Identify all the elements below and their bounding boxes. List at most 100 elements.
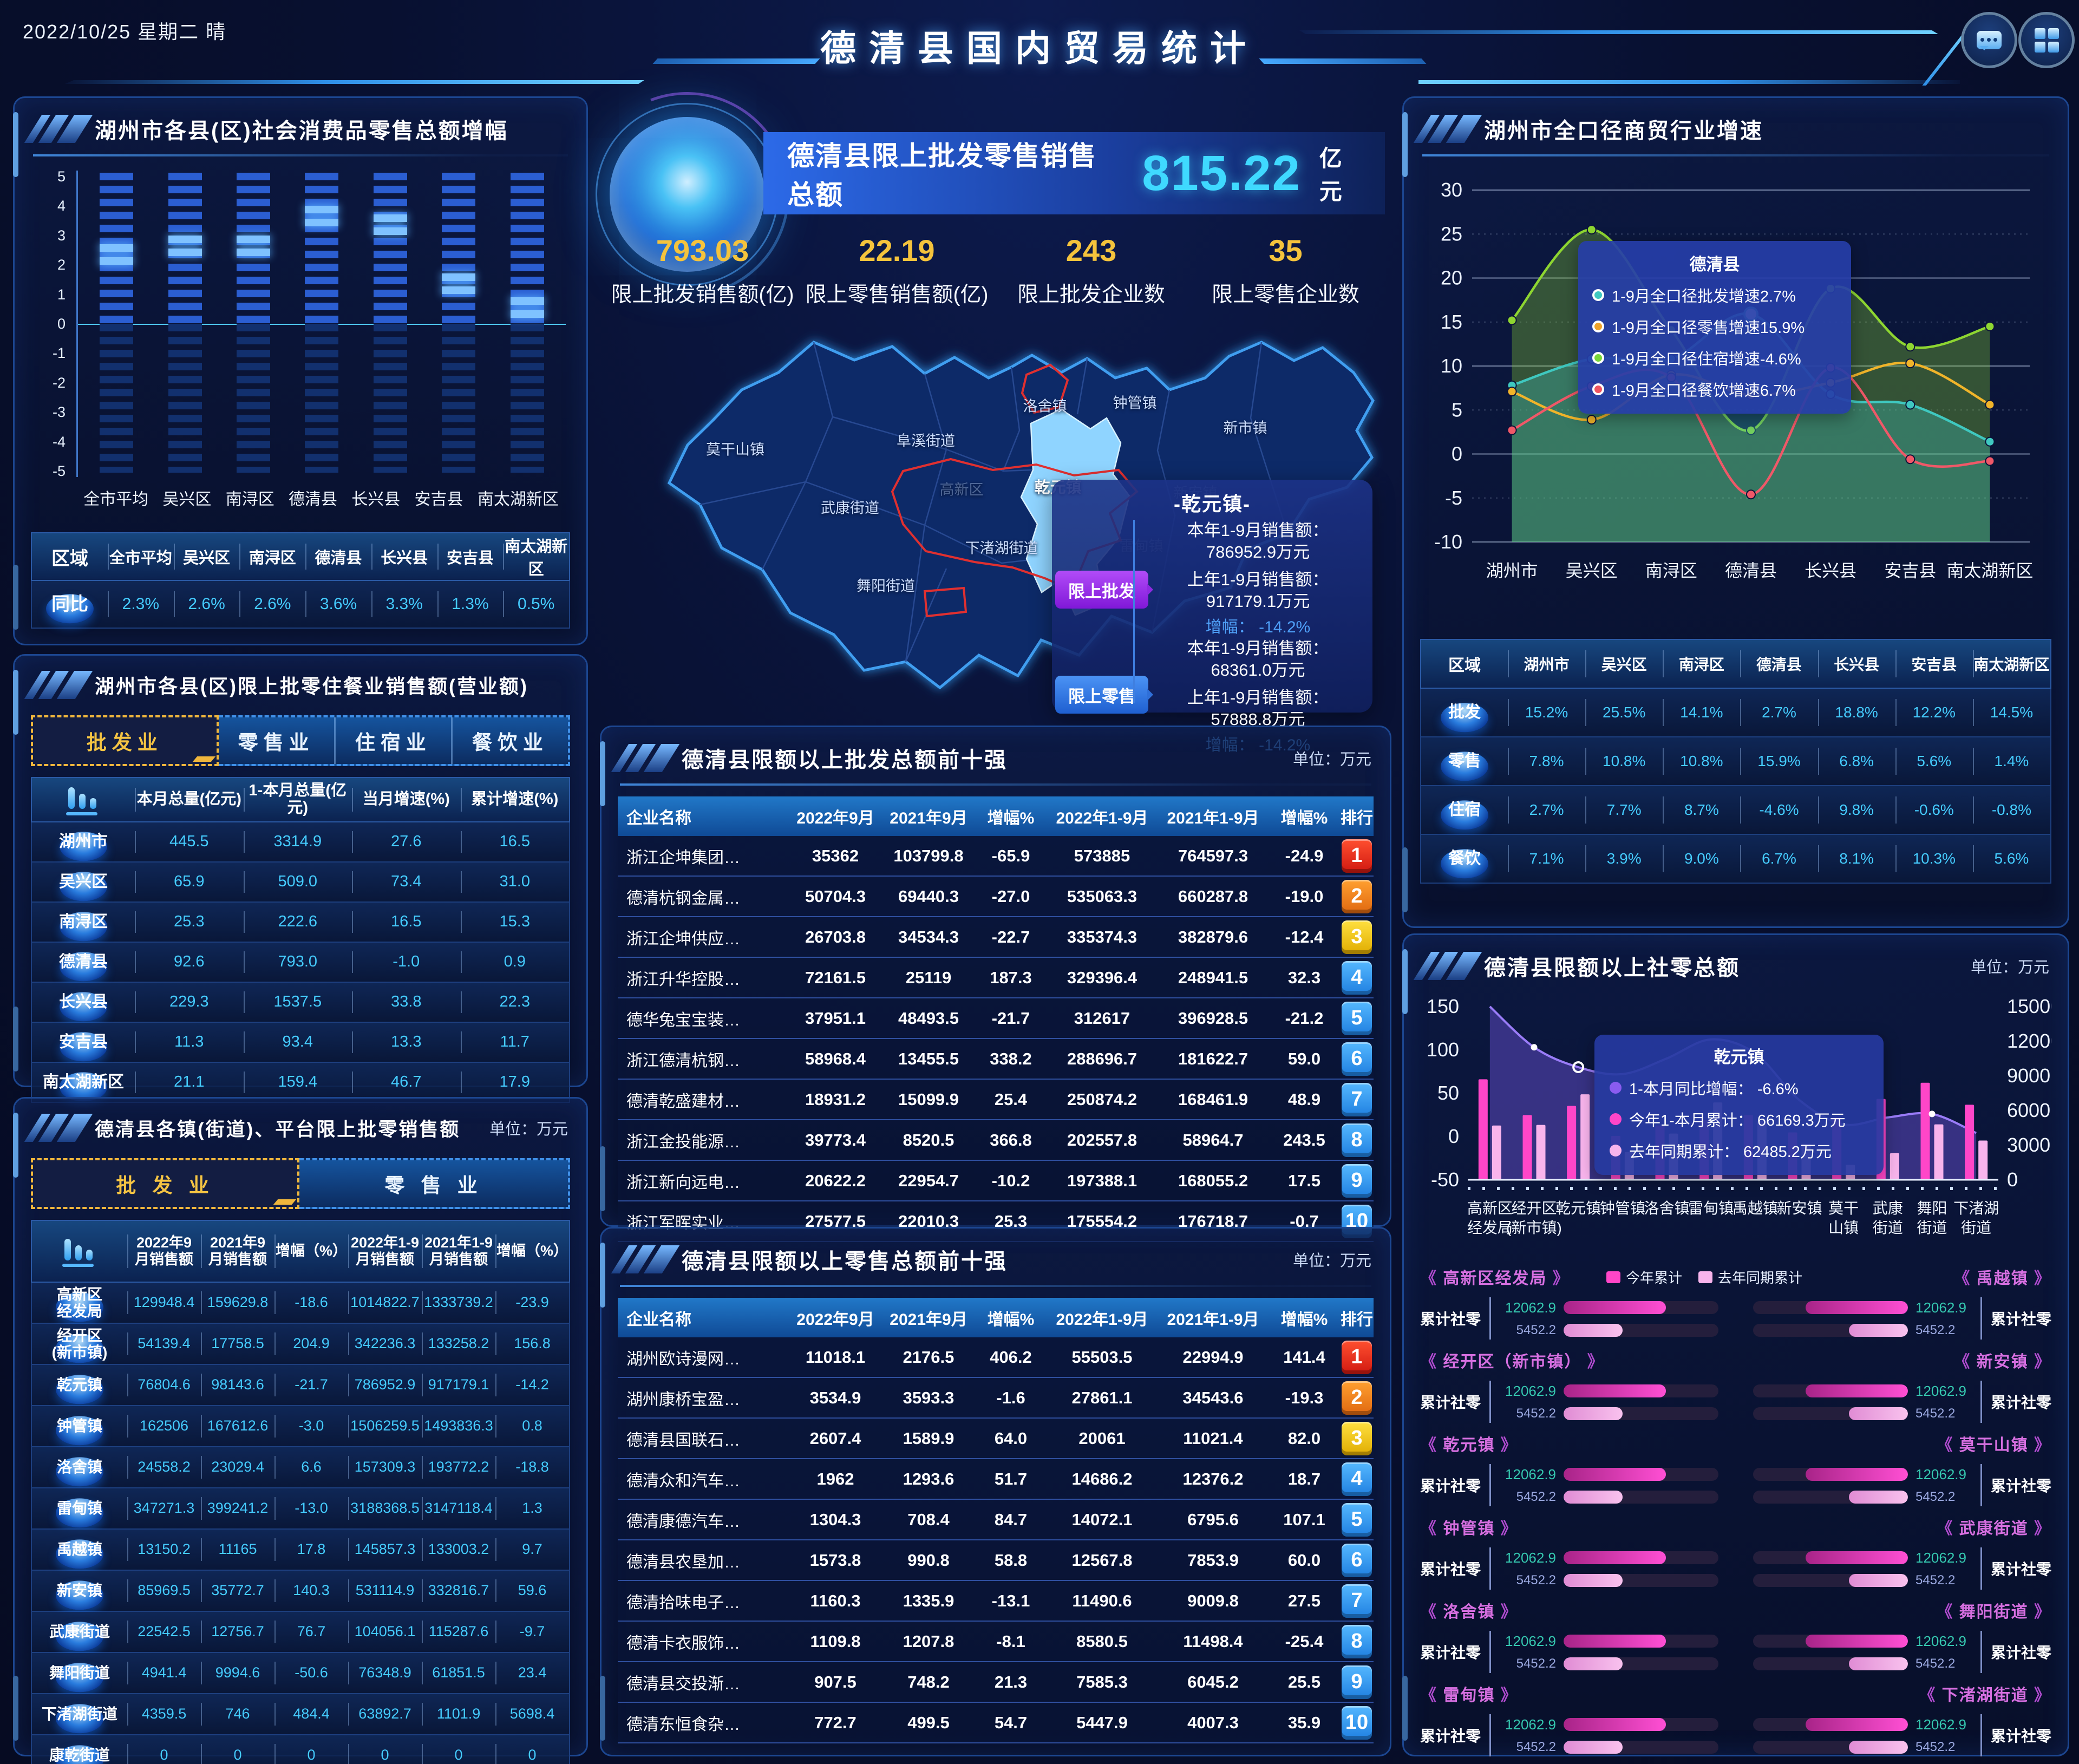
wholesale-tag[interactable]: 限上批发: [1055, 571, 1153, 609]
svg-text:0: 0: [1452, 443, 1462, 465]
value-cell: 1.3%: [437, 581, 504, 628]
value-cell: 32.3: [1287, 968, 1321, 987]
table-row: 零售 7.8% 10.8% 10.8% 15.9% 6.8% 5.6% 1.4%: [1420, 737, 2051, 786]
current-value: 12062.9: [1505, 1632, 1557, 1649]
value-cell: 746: [201, 1694, 274, 1734]
row-label-text: 钟管镇: [56, 1417, 102, 1435]
bar-track: [1753, 1323, 1908, 1337]
item-name: 《 下渚湖街道 》: [1919, 1687, 2051, 1704]
bar-lower-stripes: [237, 324, 271, 473]
row-label-text: 经开区 (新市镇): [51, 1327, 108, 1361]
current-bar-row: 12062.9: [1500, 1716, 1718, 1733]
value-cell: 181622.7: [1178, 1049, 1248, 1068]
x-tick-label: 南太湖新区: [477, 491, 559, 508]
previous-fill: [1849, 1490, 1908, 1504]
bar-南浔区[interactable]: [237, 171, 271, 477]
y-tick-label: 4: [57, 198, 66, 214]
tab-retail[interactable]: 零售业: [238, 731, 315, 754]
current-bar-row: 12062.9: [1753, 1299, 1972, 1316]
table-row: 餐饮 7.1% 3.9% 9.0% 6.7% 8.1% 10.3% 5.6%: [1420, 835, 2051, 884]
value-cell: 793.0: [243, 943, 352, 982]
value-cell: 9009.8: [1187, 1591, 1239, 1610]
tooltip-body: 本年1-9月销售额： 786952.9万元 上年1-9月销售额： 917179.1万…: [1133, 520, 1363, 754]
tab-catering[interactable]: 餐饮业: [450, 717, 568, 764]
item-name: 《 舞阳街道 》: [1936, 1603, 2051, 1621]
column-header: 2021年9月: [890, 809, 967, 827]
tab-group: 零 售 业: [299, 1158, 570, 1209]
value-cell: -0.8%: [1972, 786, 2050, 834]
company-name: 湖州康桥宝盈…: [626, 1390, 740, 1409]
item-bars: 12062.9 5452.2: [1500, 1383, 1718, 1421]
jar-icon: [60, 1072, 107, 1102]
current-value: 12062.9: [1505, 1716, 1557, 1733]
y-tick-label: -4: [52, 433, 66, 450]
bar-长兴县[interactable]: [373, 171, 407, 477]
value-cell: 6045.2: [1187, 1672, 1239, 1691]
list-legend: 今年累计 去年同期累计: [1606, 1267, 1802, 1287]
stat-label: 限上零售销售额(亿): [805, 283, 989, 306]
county-map[interactable]: 莫干山镇阜溪街道洛舍镇钟管镇新市镇高新区乾元镇武康街道下渚湖街道舞阳街道新安镇雷…: [600, 309, 1388, 754]
value-cell: 58964.7: [1182, 1130, 1244, 1149]
value-cell: 65.9: [135, 863, 244, 901]
bar-吴兴区[interactable]: [168, 171, 202, 477]
current-bar-row: 12062.9: [1753, 1383, 1972, 1400]
value-cell: 85969.5: [127, 1571, 201, 1611]
value-cell: 35.9: [1287, 1713, 1321, 1732]
industry-growth-line-chart[interactable]: 30 25 20 15 10 5 0 -5 -10 湖州市 吴兴区 南浔区 德清县 长兴县 安吉县 南太湖新区…: [1416, 160, 2056, 628]
value-cell: 3593.3: [903, 1388, 954, 1407]
table-row: 湖州市 445.5 3314.9 27.6 16.5: [31, 822, 570, 863]
value-cell: 1506259.5: [348, 1406, 422, 1446]
retail-growth-bar-chart[interactable]: 5 4 3 2 1 0 -1 -2 -3 -4 -5 全市平均 吴兴区 南浔区 德清县 长兴县 安吉县 南太湖新区: [31, 168, 570, 521]
row-label-text: 长兴县: [59, 993, 108, 1011]
value-cell: 84.7: [994, 1510, 1028, 1529]
retail-tag[interactable]: 限上零售: [1055, 676, 1153, 714]
list-item-武康街道: 《 武康街道 》累计社零 12062.9 5452.2: [1753, 1515, 2051, 1590]
tooltip-label: 1-本月同比增幅： -6.6%: [1629, 1081, 1799, 1098]
tab-retail[interactable]: 零 售 业: [384, 1174, 483, 1197]
legend-label: 1-9月全口径零售增速15.9%: [1612, 319, 1805, 337]
bar-track: [1564, 1573, 1718, 1587]
jar-icon: [56, 1539, 103, 1569]
item-bar-label: 累计社零: [1420, 1311, 1481, 1328]
item-body: 累计社零 12062.9 5452.2: [1420, 1381, 1718, 1423]
title-bracket-right: [1259, 58, 1427, 64]
value-cell: 1304.3: [809, 1510, 861, 1529]
value-cell: 4359.5: [127, 1694, 201, 1734]
tab-wholesale[interactable]: 批 发 业: [31, 1158, 300, 1209]
rank-badge: 9: [1342, 1665, 1372, 1699]
value-cell: 133258.2: [422, 1324, 495, 1364]
social-retail-bar-chart[interactable]: 150 100 50 0 -50 15000 12000 9000 6000 3000 0 高新区经发…: [1416, 988, 2061, 1254]
value-cell: 55503.5: [1071, 1347, 1133, 1367]
table-row: 浙江企坤集团… 35362 103799.8 -65.9 573885 764597.3 -…: [618, 836, 1374, 877]
value-cell: 25119: [905, 968, 952, 987]
value-cell: 48493.5: [898, 1008, 959, 1028]
row-label: 高新区 经发局: [32, 1283, 127, 1323]
table-row: 康乾街道 0 0 0 0 0 0: [31, 1735, 570, 1764]
value-cell: 76.7: [274, 1612, 348, 1652]
column-header: 安吉县: [1895, 640, 1973, 688]
slash-decor-icon: [611, 744, 680, 772]
value-cell: 9.0%: [1663, 835, 1740, 883]
legend-item: 1-9月全口径餐饮增速6.7%: [1592, 378, 1837, 401]
previous-bar-row: 5452.2: [1753, 1656, 1972, 1671]
svg-text:吴兴区: 吴兴区: [1566, 561, 1618, 580]
column-header: 企业名称: [626, 1310, 691, 1329]
bar-南太湖新区[interactable]: [510, 171, 544, 477]
column-header: 南浔区: [1663, 640, 1740, 688]
value-cell: 3.6%: [305, 581, 371, 628]
bar-德清县[interactable]: [305, 171, 339, 477]
tab-lodging[interactable]: 住宿业: [334, 717, 451, 764]
row-label-text: 吴兴区: [59, 873, 108, 891]
bar-upper-stripes: [373, 173, 407, 324]
tab-wholesale[interactable]: 批发业: [31, 715, 219, 766]
rank-badge: 3: [1342, 1421, 1372, 1455]
value-cell: 27.5: [1287, 1591, 1321, 1610]
value-cell: 15.2%: [1508, 689, 1585, 736]
table-header-row: 区域 全市平均 吴兴区 南浔区 德清县 长兴县 安吉县 南太湖新区: [31, 532, 570, 581]
tooltip-dot: [1610, 1113, 1622, 1125]
chat-icon[interactable]: [1961, 12, 2017, 68]
bar-全市平均[interactable]: [100, 171, 134, 477]
grid-icon[interactable]: [2018, 12, 2075, 68]
bar-安吉县[interactable]: [442, 171, 476, 477]
value-cell: 4941.4: [127, 1653, 201, 1693]
